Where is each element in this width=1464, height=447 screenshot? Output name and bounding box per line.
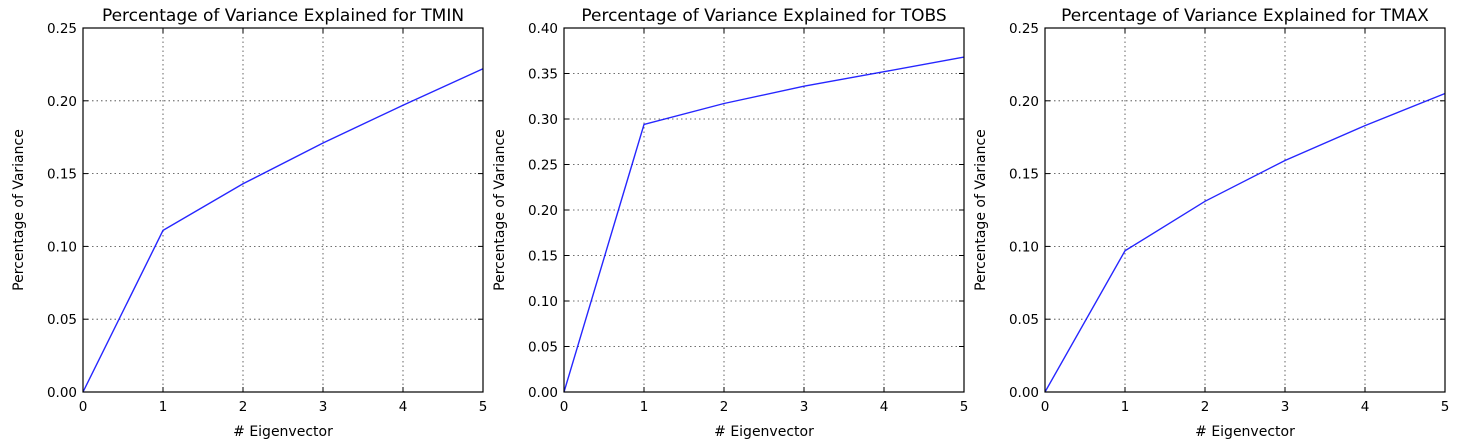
x-tick-label: 2 <box>239 399 248 415</box>
y-axis-label: Percentage of Variance <box>492 129 508 291</box>
y-axis-label: Percentage of Variance <box>973 129 989 291</box>
y-tick-label: 0.35 <box>528 67 558 83</box>
x-tick-label: 1 <box>640 399 649 415</box>
y-tick-label: 0.20 <box>528 203 558 219</box>
y-tick-label: 0.25 <box>528 158 558 174</box>
plot-frame <box>1044 27 1446 393</box>
grid-lines <box>564 28 964 392</box>
x-tick-label: 5 <box>960 399 969 415</box>
grid-lines <box>1045 28 1445 392</box>
chart-tobs: Percentage of Variance Explained for TOB… <box>492 6 968 440</box>
x-tick-label: 2 <box>720 399 729 415</box>
x-axis-label: # Eigenvector <box>1195 424 1295 440</box>
chart-tmax: Percentage of Variance Explained for TMA… <box>973 6 1449 440</box>
y-tick-label: 0.10 <box>528 294 558 310</box>
x-axis-label: # Eigenvector <box>233 424 333 440</box>
plot-frame <box>563 27 965 393</box>
x-tick-label: 5 <box>1441 399 1450 415</box>
series-line <box>563 56 965 393</box>
x-tick-label: 3 <box>800 399 809 415</box>
series-line <box>82 68 484 393</box>
y-tick-label: 0.05 <box>528 340 558 356</box>
x-tick-label: 0 <box>79 399 88 415</box>
y-tick-label: 0.15 <box>1009 167 1039 183</box>
chart-title: Percentage of Variance Explained for TOB… <box>581 6 946 26</box>
y-tick-label: 0.15 <box>528 249 558 265</box>
x-tick-label: 0 <box>1041 399 1050 415</box>
y-tick-label: 0.00 <box>1009 385 1039 401</box>
y-tick-label: 0.25 <box>47 21 77 37</box>
chart-tmin: Percentage of Variance Explained for TMI… <box>11 6 487 440</box>
y-tick-label: 0.15 <box>47 167 77 183</box>
y-tick-label: 0.05 <box>1009 312 1039 328</box>
x-tick-label: 3 <box>319 399 328 415</box>
y-axis-label: Percentage of Variance <box>11 129 27 291</box>
y-tick-label: 0.30 <box>528 112 558 128</box>
grid-lines <box>83 28 483 392</box>
y-tick-label: 0.20 <box>47 94 77 110</box>
series-line <box>1044 92 1446 393</box>
y-tick-label: 0.00 <box>528 385 558 401</box>
x-tick-label: 4 <box>399 399 408 415</box>
x-tick-label: 4 <box>1361 399 1370 415</box>
chart-title: Percentage of Variance Explained for TMI… <box>102 6 464 26</box>
x-tick-label: 1 <box>1121 399 1130 415</box>
y-tick-label: 0.10 <box>1009 239 1039 255</box>
y-tick-label: 0.05 <box>47 312 77 328</box>
y-tick-label: 0.10 <box>47 239 77 255</box>
tick-marks <box>82 27 484 393</box>
x-tick-label: 1 <box>159 399 168 415</box>
x-axis-label: # Eigenvector <box>714 424 814 440</box>
plot-frame <box>82 27 484 393</box>
x-tick-label: 5 <box>479 399 488 415</box>
y-tick-label: 0.00 <box>47 385 77 401</box>
x-tick-label: 0 <box>560 399 569 415</box>
y-tick-label: 0.25 <box>1009 21 1039 37</box>
y-tick-label: 0.20 <box>1009 94 1039 110</box>
x-tick-label: 4 <box>880 399 889 415</box>
x-tick-label: 3 <box>1281 399 1290 415</box>
y-tick-label: 0.40 <box>528 21 558 37</box>
chart-title: Percentage of Variance Explained for TMA… <box>1061 6 1429 26</box>
tick-marks <box>1044 27 1446 393</box>
x-tick-label: 2 <box>1201 399 1210 415</box>
